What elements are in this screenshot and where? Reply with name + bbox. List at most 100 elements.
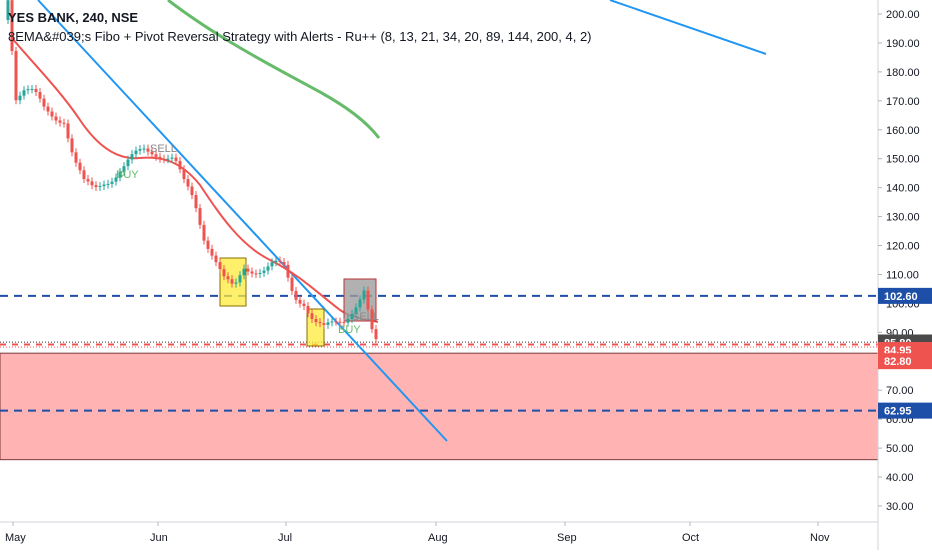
candle (62, 122, 66, 124)
candle (82, 170, 86, 180)
candle (374, 329, 378, 340)
candle (234, 282, 238, 284)
candle (150, 151, 154, 155)
candle (46, 106, 50, 112)
x-tick-label: Sep (557, 532, 577, 544)
y-tick-label: 130.00 (886, 212, 920, 224)
y-tick-label: 150.00 (886, 154, 920, 166)
candle (230, 279, 234, 284)
x-tick-label: Nov (810, 532, 830, 544)
y-tick-label: 110.00 (886, 269, 919, 281)
candle (174, 157, 178, 161)
candle (102, 184, 106, 187)
candle (362, 290, 366, 300)
price-tag-label: 102.60 (884, 291, 918, 303)
candle (338, 321, 342, 323)
candle (182, 169, 186, 180)
candle (310, 313, 314, 320)
ema-long (167, 0, 381, 139)
candle (282, 262, 286, 265)
candle (270, 262, 274, 267)
y-tick-label: 200.00 (886, 9, 920, 21)
candle (58, 120, 62, 123)
buy-box (306, 308, 325, 347)
candle (134, 150, 138, 155)
candle (218, 262, 222, 270)
price-tag-label: 82.80 (884, 356, 912, 368)
x-tick-label: Jun (150, 532, 168, 544)
candle (14, 50, 18, 101)
candle (298, 299, 302, 304)
symbol-title[interactable]: YES BANK, 240, NSE (8, 8, 592, 27)
candle (262, 270, 266, 273)
trendline-upper (609, 0, 767, 55)
price-tag-label: 62.95 (884, 406, 912, 418)
candle (118, 172, 122, 178)
symbol-label: YES BANK, 240, NSE (8, 10, 139, 25)
candle (30, 88, 34, 90)
candle (294, 290, 298, 300)
candle (342, 322, 346, 324)
chart-legend: YES BANK, 240, NSE 8EMA&#039;s Fibo + Pi… (8, 8, 592, 46)
price-tag-blue (878, 402, 932, 419)
candle (114, 177, 118, 182)
candle (358, 299, 362, 308)
x-tick-label: Aug (428, 532, 448, 544)
signal-buy: BUY (116, 169, 139, 181)
candle (158, 156, 162, 159)
candle (242, 268, 246, 276)
x-tick-label: Jul (278, 532, 292, 544)
candle (166, 158, 170, 160)
y-tick-label: 190.00 (886, 38, 920, 50)
candle (18, 95, 22, 101)
candle (54, 116, 58, 121)
price-tag-red (878, 353, 932, 370)
trendline-down (37, 0, 448, 442)
candle (86, 179, 90, 182)
ema-short (11, 37, 379, 323)
price-tag-blue (878, 287, 932, 304)
candle (246, 268, 250, 272)
candle (222, 269, 226, 277)
candle (42, 98, 46, 107)
support-zone (0, 352, 879, 461)
candle (34, 88, 38, 93)
candle (70, 138, 74, 153)
candle (346, 318, 350, 323)
candle (206, 240, 210, 249)
candle (306, 305, 310, 314)
candle (90, 181, 94, 186)
candle (226, 276, 230, 280)
candle (274, 260, 278, 263)
candle (78, 162, 82, 171)
candle (210, 248, 214, 256)
candle (250, 271, 254, 274)
candle (314, 319, 318, 323)
candle (330, 321, 334, 323)
candle (106, 183, 110, 185)
candle (354, 307, 358, 314)
candle (142, 148, 146, 150)
candle (10, 0, 14, 51)
candle (190, 186, 194, 196)
candle (130, 154, 134, 160)
y-tick-label: 180.00 (886, 67, 920, 79)
candle (50, 111, 54, 117)
candle (322, 323, 326, 325)
candle (350, 313, 354, 319)
candle (146, 148, 150, 152)
candle (238, 275, 242, 283)
candle (138, 149, 142, 151)
indicator-title[interactable]: 8EMA&#039;s Fibo + Pivot Reversal Strate… (8, 29, 592, 44)
candle (278, 260, 282, 263)
candle (66, 123, 70, 139)
signal-sell: SELL (352, 311, 379, 323)
candle (202, 224, 206, 241)
candle (122, 166, 126, 173)
candle (110, 181, 114, 184)
signal-buy: BUY (338, 324, 361, 336)
y-tick-label: 50.00 (886, 443, 914, 455)
y-tick-label: 160.00 (886, 125, 920, 137)
